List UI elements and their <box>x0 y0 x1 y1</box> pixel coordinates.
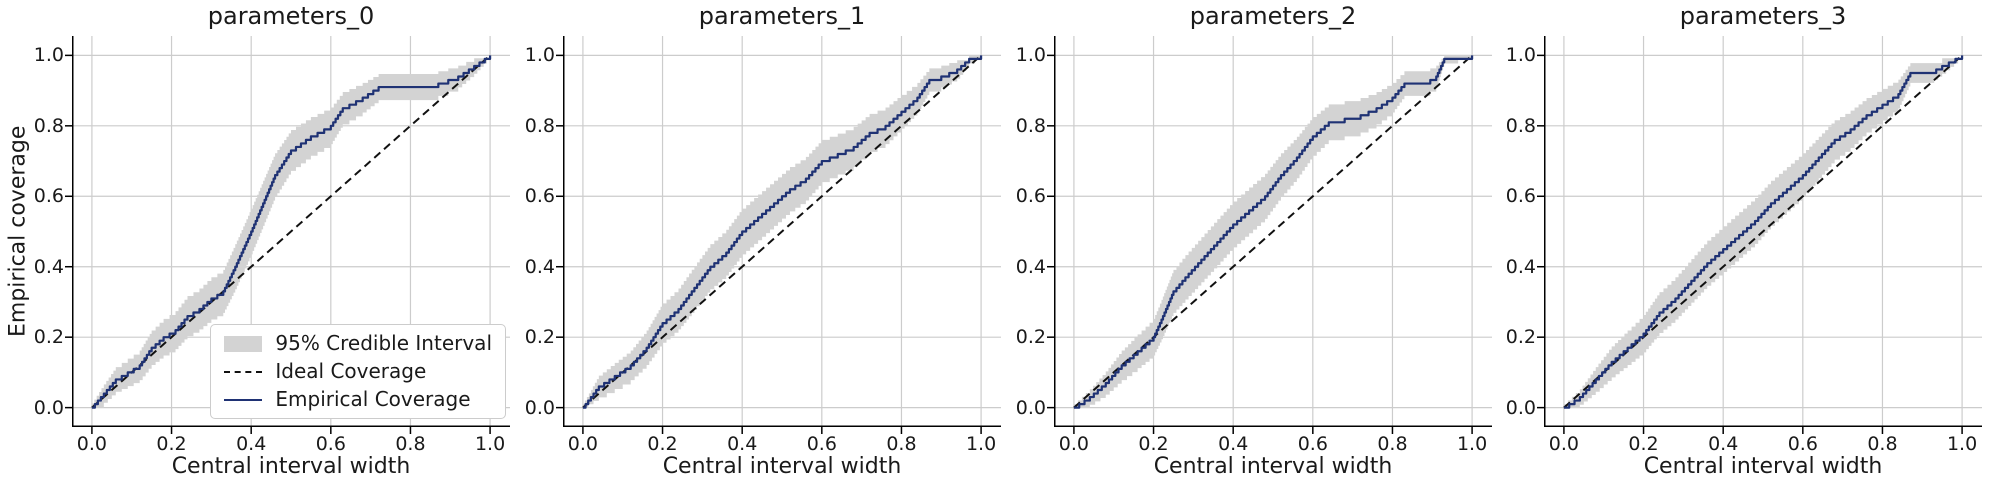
legend-item-credible-interval: 95% Credible Interval <box>224 332 492 355</box>
x-tick-label: 0.8 <box>395 433 426 455</box>
y-tick-label: 0.2 <box>33 326 64 349</box>
x-axis-label: Central interval width <box>1153 454 1393 479</box>
x-tick-label: 0.0 <box>567 433 599 455</box>
ideal-coverage-line <box>1073 54 1473 409</box>
y-tick-label: 0.4 <box>524 255 555 278</box>
x-tick-label: 1.0 <box>1946 433 1978 455</box>
legend-label: Empirical Coverage <box>275 387 471 411</box>
y-tick-label: 0.6 <box>1015 185 1046 208</box>
y-axis-label: Empirical coverage <box>5 125 31 338</box>
legend-label: 95% Credible Interval <box>275 331 492 355</box>
legend-item-ideal-coverage: Ideal Coverage <box>224 360 492 383</box>
y-tick-label: 0.4 <box>1505 255 1536 278</box>
subplot-parameters-3: parameters_3 Central interval width 0.0 0… <box>1506 0 1982 490</box>
y-tick-label: 0.2 <box>1015 326 1046 349</box>
legend: 95% Credible Interval Ideal Coverage Emp… <box>210 324 506 419</box>
x-tick-label: 0.6 <box>806 433 837 455</box>
y-tick-label: 0.0 <box>1015 396 1046 419</box>
y-tick-label: 0.8 <box>1505 114 1536 137</box>
y-tick-label: 0.0 <box>1505 396 1536 419</box>
plot-area-parameters-1 <box>556 36 1001 434</box>
y-tick-label: 0.0 <box>33 396 64 419</box>
y-tick-label: 1.0 <box>33 44 64 67</box>
x-tick-label: 0.6 <box>1787 433 1818 455</box>
x-axis-label: Central interval width <box>662 454 902 479</box>
y-tick-label: 0.8 <box>1015 114 1046 137</box>
plot-area-parameters-3 <box>1537 36 1982 434</box>
y-tick-label: 0.2 <box>1505 326 1536 349</box>
y-tick-label: 0.6 <box>1505 185 1536 208</box>
y-tick-label: 0.2 <box>524 326 555 349</box>
x-tick-label: 0.4 <box>236 433 267 455</box>
plot-area-parameters-0 <box>65 36 510 434</box>
x-tick-label: 1.0 <box>965 433 997 455</box>
y-tick-label: 0.8 <box>524 114 555 137</box>
y-tick-label: 1.0 <box>524 44 555 67</box>
empirical-coverage-swatch <box>224 398 263 401</box>
ideal-coverage-line <box>91 54 491 409</box>
credible-interval-swatch <box>224 335 263 352</box>
y-tick-label: 0.0 <box>524 396 555 419</box>
y-tick-label: 0.6 <box>33 185 64 208</box>
empirical-coverage-line <box>1563 55 1964 409</box>
subplot-parameters-2: parameters_2 Central interval width 0.0 0… <box>1016 0 1492 490</box>
subplot-title: parameters_2 <box>1189 2 1357 30</box>
y-tick-label: 0.4 <box>1015 255 1046 278</box>
x-tick-label: 0.2 <box>156 433 187 455</box>
ideal-coverage-line <box>582 54 982 409</box>
x-axis-label: Central interval width <box>171 454 411 479</box>
x-tick-label: 0.0 <box>1548 433 1580 455</box>
x-tick-label: 0.4 <box>1218 433 1249 455</box>
subplot-title: parameters_3 <box>1679 2 1847 30</box>
empirical-coverage-line <box>582 55 983 409</box>
y-tick-label: 1.0 <box>1015 44 1046 67</box>
x-tick-label: 0.0 <box>1058 433 1090 455</box>
ideal-coverage-swatch <box>224 370 263 373</box>
x-tick-label: 0.4 <box>727 433 758 455</box>
x-tick-label: 0.8 <box>1867 433 1898 455</box>
x-tick-label: 0.6 <box>1297 433 1328 455</box>
x-tick-label: 0.2 <box>1628 433 1659 455</box>
y-tick-label: 0.4 <box>33 255 64 278</box>
legend-label: Ideal Coverage <box>275 359 427 383</box>
plot-area-parameters-2 <box>1047 36 1492 434</box>
y-tick-label: 1.0 <box>1505 44 1536 67</box>
x-tick-label: 0.8 <box>886 433 917 455</box>
x-tick-label: 0.2 <box>647 433 678 455</box>
x-axis-label: Central interval width <box>1643 454 1883 479</box>
x-tick-label: 1.0 <box>474 433 506 455</box>
y-tick-label: 0.8 <box>33 114 64 137</box>
y-tick-label: 0.6 <box>524 185 555 208</box>
ideal-coverage-line <box>1563 54 1963 409</box>
x-tick-label: 0.8 <box>1377 433 1408 455</box>
x-tick-label: 0.2 <box>1138 433 1169 455</box>
subplot-title: parameters_1 <box>698 2 866 30</box>
x-tick-label: 0.4 <box>1708 433 1739 455</box>
empirical-coverage-line <box>91 55 492 409</box>
empirical-coverage-line <box>1073 55 1474 409</box>
x-tick-label: 0.0 <box>76 433 108 455</box>
subplot-parameters-1: parameters_1 Central interval width 0.0 0… <box>525 0 1001 490</box>
subplot-title: parameters_0 <box>207 2 375 30</box>
x-tick-label: 1.0 <box>1456 433 1488 455</box>
legend-item-empirical-coverage: Empirical Coverage <box>224 388 492 411</box>
x-tick-label: 0.6 <box>315 433 346 455</box>
subplot-parameters-0: parameters_0 Central interval width 95% … <box>34 0 510 490</box>
